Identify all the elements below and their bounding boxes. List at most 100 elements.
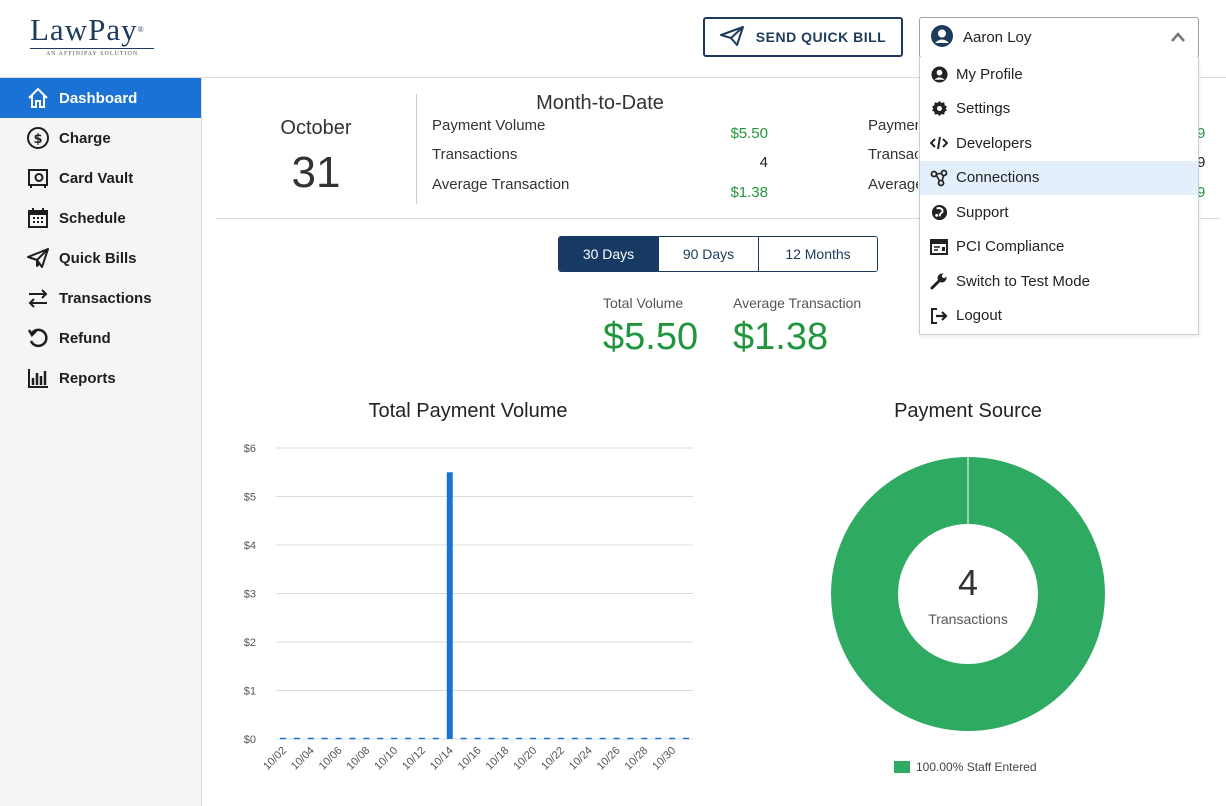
menu-item-label: Support xyxy=(956,203,1009,221)
vault-icon xyxy=(27,167,49,189)
payment-source-legend: 100.00% Staff Entered xyxy=(894,760,1037,774)
top-bar: LawPay® AN AFFINIPAY SOLUTION SEND QUICK… xyxy=(0,0,1226,78)
summary-label-payment-volume: Payment Volume xyxy=(432,117,546,134)
range-toggle: 30 Days 90 Days 12 Months xyxy=(558,236,878,272)
summary2-value-transactions: 9 xyxy=(1197,154,1205,171)
logout-icon xyxy=(930,307,948,325)
wrench-icon xyxy=(930,272,948,290)
summary-month: October xyxy=(280,117,352,139)
y-tick-label: $1 xyxy=(244,686,256,698)
paper-plane-icon xyxy=(719,25,744,49)
summary2-label-average: Average Transaction xyxy=(868,176,918,193)
paper-plane-icon xyxy=(27,247,49,269)
summary-bottom-divider xyxy=(216,218,1220,219)
summary-day: 31 xyxy=(291,148,341,197)
summary-divider xyxy=(416,94,417,204)
menu-item-label: Developers xyxy=(956,134,1032,152)
menu-item-my-profile[interactable]: My Profile xyxy=(920,57,1198,92)
menu-item-label: PCI Compliance xyxy=(956,238,1065,256)
menu-item-label: Connections xyxy=(956,169,1040,187)
x-tick-label: 10/18 xyxy=(484,745,512,773)
average-transaction-value: $1.38 xyxy=(733,316,829,358)
menu-item-label: Switch to Test Mode xyxy=(956,272,1090,290)
total-volume-label: Total Volume xyxy=(603,295,684,311)
menu-item-support[interactable]: Support xyxy=(920,195,1198,230)
y-tick-label: $4 xyxy=(244,540,256,552)
y-tick-label: $6 xyxy=(244,443,256,455)
user-menu-button[interactable]: Aaron Loy xyxy=(919,17,1199,58)
sidebar: Dashboard $ Charge Card Vault Schedule Q… xyxy=(0,78,202,806)
x-tick-label: 10/16 xyxy=(456,745,484,773)
x-tick-label: 10/08 xyxy=(345,745,373,773)
send-quick-bill-button[interactable]: SEND QUICK BILL xyxy=(703,17,903,57)
sidebar-item-reports[interactable]: Reports xyxy=(0,358,201,398)
logo-rule xyxy=(30,48,154,49)
menu-item-label: Logout xyxy=(956,307,1002,325)
logo-tagline: AN AFFINIPAY SOLUTION xyxy=(45,51,139,57)
y-tick-label: $0 xyxy=(244,734,256,746)
summary2-value-average: 9 xyxy=(1197,184,1205,201)
sidebar-item-charge[interactable]: $ Charge xyxy=(0,118,201,158)
payment-source-chart-title: Payment Source xyxy=(894,400,1042,422)
sidebar-item-transactions[interactable]: Transactions xyxy=(0,278,201,318)
sidebar-item-label: Reports xyxy=(59,369,116,387)
donut-center-label: Transactions xyxy=(928,611,1008,627)
donut-center-value: 4 xyxy=(957,562,979,603)
summary2-label-transactions: Transactions xyxy=(868,146,918,163)
sidebar-item-schedule[interactable]: Schedule xyxy=(0,198,201,238)
pci-icon xyxy=(930,238,948,256)
sidebar-item-label: Card Vault xyxy=(59,169,134,187)
sidebar-item-label: Dashboard xyxy=(59,89,138,107)
average-transaction-label: Average Transaction xyxy=(733,295,862,311)
user-name: Aaron Loy xyxy=(963,29,1032,46)
sidebar-item-label: Transactions xyxy=(59,289,152,307)
payment-source-chart xyxy=(831,457,1105,731)
logo-wordmark: LawPay® xyxy=(30,12,145,47)
summary-label-transactions: Transactions xyxy=(432,146,518,163)
menu-item-logout[interactable]: Logout xyxy=(920,299,1198,334)
bar-chart-icon xyxy=(27,367,49,389)
support-icon xyxy=(930,203,948,221)
sidebar-item-quick-bills[interactable]: Quick Bills xyxy=(0,238,201,278)
arrows-exchange-icon xyxy=(27,287,49,309)
lawpay-logo[interactable]: LawPay® AN AFFINIPAY SOLUTION xyxy=(30,14,160,60)
x-tick-label: 10/04 xyxy=(289,745,317,773)
range-option-30-days[interactable]: 30 Days xyxy=(559,237,659,271)
menu-item-label: My Profile xyxy=(956,65,1023,83)
menu-item-label: Settings xyxy=(956,100,1011,118)
summary-value-transactions: 4 xyxy=(759,154,768,171)
summary-value-payment-volume: $5.50 xyxy=(730,125,768,142)
x-tick-label: 10/12 xyxy=(400,745,428,773)
x-tick-label: 10/24 xyxy=(567,745,595,773)
menu-item-connections[interactable]: Connections xyxy=(920,160,1198,195)
x-tick-label: 10/10 xyxy=(372,745,400,773)
gear-icon xyxy=(930,100,948,118)
total-volume-value: $5.50 xyxy=(603,316,699,358)
menu-item-settings[interactable]: Settings xyxy=(920,92,1198,127)
range-option-90-days[interactable]: 90 Days xyxy=(659,237,759,271)
x-tick-label: 10/14 xyxy=(428,745,456,773)
bar xyxy=(446,472,453,739)
sidebar-item-card-vault[interactable]: Card Vault xyxy=(0,158,201,198)
home-icon xyxy=(27,87,49,109)
user-dropdown-menu: My Profile Settings Developers Connectio… xyxy=(919,57,1199,335)
menu-item-switch-test-mode[interactable]: Switch to Test Mode xyxy=(920,264,1198,299)
x-tick-label: 10/06 xyxy=(317,745,345,773)
user-circle-icon xyxy=(930,65,948,83)
sidebar-item-dashboard[interactable]: Dashboard xyxy=(0,78,201,118)
summary2-value-payment-volume: 9 xyxy=(1197,125,1205,142)
range-option-12-months[interactable]: 12 Months xyxy=(759,237,877,271)
sidebar-item-label: Charge xyxy=(59,129,111,147)
summary-value-average: $1.38 xyxy=(730,184,768,201)
y-tick-label: $2 xyxy=(244,637,256,649)
svg-text:$: $ xyxy=(33,132,42,147)
menu-item-pci-compliance[interactable]: PCI Compliance xyxy=(920,230,1198,265)
summary2-label-payment-volume: Payment Volume xyxy=(868,117,918,134)
sidebar-item-refund[interactable]: Refund xyxy=(0,318,201,358)
send-quick-bill-label: SEND QUICK BILL xyxy=(755,29,887,45)
summary-title: Month-to-Date xyxy=(536,92,664,114)
menu-item-developers[interactable]: Developers xyxy=(920,126,1198,161)
y-tick-label: $3 xyxy=(244,589,256,601)
sidebar-item-label: Refund xyxy=(59,329,111,347)
x-tick-label: 10/30 xyxy=(650,745,678,773)
